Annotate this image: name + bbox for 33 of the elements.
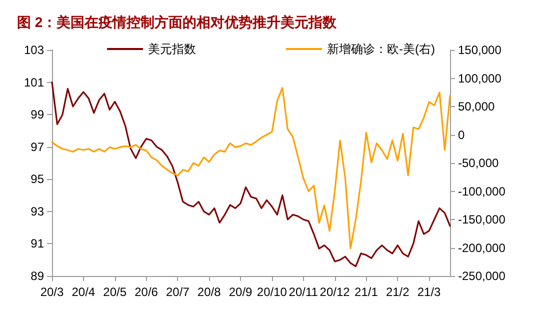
y2-tick-label: -50,000 bbox=[458, 156, 500, 170]
x-tick-label: 20/7 bbox=[166, 285, 190, 299]
y2-tick-label: 0 bbox=[458, 128, 465, 142]
y-tick-label: 97 bbox=[30, 140, 44, 154]
x-tick-label: 21/3 bbox=[417, 285, 442, 299]
y-tick-label: 93 bbox=[30, 204, 44, 218]
x-tick-label: 20/6 bbox=[134, 285, 158, 299]
y-tick-label: 89 bbox=[30, 269, 44, 283]
y-tick-label: 103 bbox=[24, 43, 44, 57]
y2-tick-label: -100,000 bbox=[458, 184, 506, 198]
y-tick-label: 101 bbox=[24, 75, 44, 90]
y2-tick-label: 50,000 bbox=[458, 100, 496, 114]
x-tick-label: 21/1 bbox=[354, 285, 378, 299]
x-tick-label: 20/9 bbox=[228, 285, 253, 299]
x-tick-label: 20/5 bbox=[103, 285, 127, 299]
x-tick-label: 20/10 bbox=[256, 285, 288, 299]
chart-title: 图 2：美国在疫情控制方面的相对优势推升美元指数 bbox=[17, 14, 338, 30]
y2-tick-label: -150,000 bbox=[458, 212, 506, 226]
y2-tick-label: -200,000 bbox=[458, 240, 506, 255]
x-tick-label: 20/12 bbox=[320, 285, 350, 299]
legend-label: 美元指数 bbox=[148, 42, 196, 56]
y2-tick-label: 150,000 bbox=[458, 43, 502, 57]
legend-label: 新增确诊：欧-美(右) bbox=[327, 42, 436, 56]
x-tick-label: 20/4 bbox=[72, 285, 96, 299]
y-tick-label: 99 bbox=[30, 108, 44, 122]
x-tick-label: 20/3 bbox=[40, 285, 64, 299]
x-tick-label: 20/8 bbox=[197, 285, 222, 299]
y2-tick-label: 100,000 bbox=[458, 71, 502, 86]
x-tick-label: 20/11 bbox=[288, 285, 318, 299]
x-tick-label: 21/2 bbox=[386, 285, 410, 299]
y2-tick-label: -250,000 bbox=[458, 269, 506, 283]
y-tick-label: 95 bbox=[30, 172, 44, 186]
y-tick-label: 91 bbox=[30, 236, 44, 251]
